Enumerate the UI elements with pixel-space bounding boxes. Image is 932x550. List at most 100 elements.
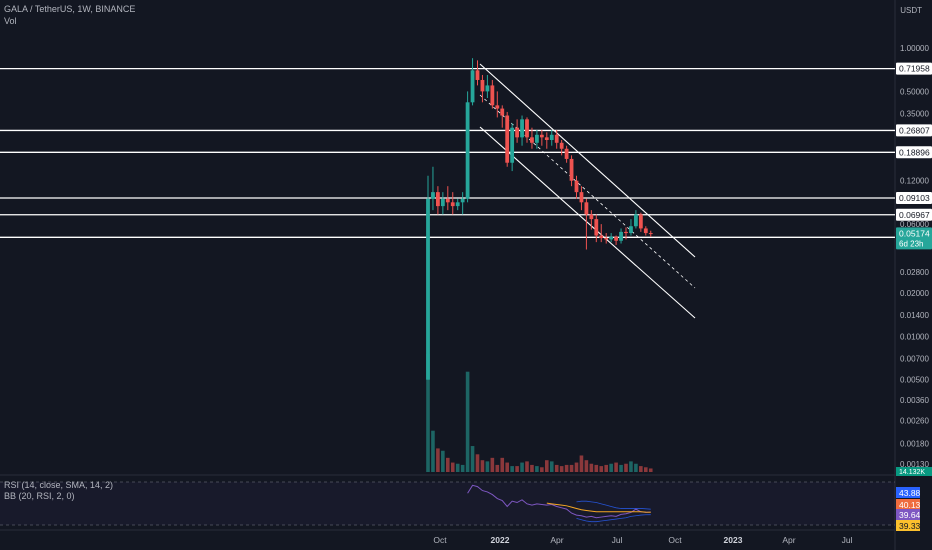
candle-body	[564, 148, 569, 159]
time-tick-label: Apr	[550, 535, 563, 545]
rsi-pane	[467, 484, 651, 523]
candle-body	[470, 70, 475, 103]
candle-body	[579, 192, 584, 203]
volume-bar	[465, 371, 470, 472]
candle-body	[485, 85, 490, 92]
volume-bar	[599, 466, 604, 472]
time-tick-label: Jul	[612, 535, 623, 545]
volume-bar	[559, 466, 564, 472]
price-tick-label: 0.50000	[900, 87, 929, 96]
volume-legend[interactable]: Vol	[4, 16, 17, 26]
level-price-tag[interactable]	[896, 146, 932, 159]
candles	[426, 58, 653, 380]
volume-bar	[584, 460, 589, 472]
candle-body	[465, 102, 470, 199]
price-tick-label: 0.35000	[900, 110, 929, 119]
candle-body	[426, 198, 430, 380]
candle-body	[634, 214, 638, 227]
symbol-legend[interactable]: GALA / TetherUS, 1W, BINANCE	[4, 4, 136, 14]
level-price-tag[interactable]	[896, 124, 932, 137]
bb-legend[interactable]: BB (20, RSI, 2, 0)	[4, 491, 75, 501]
candle-body	[505, 115, 510, 163]
volume-bars	[426, 354, 653, 472]
volume-bar	[549, 461, 554, 472]
volume-bar	[530, 464, 534, 472]
volume-bar	[436, 448, 440, 472]
candle-body	[549, 134, 554, 141]
rsi-value-label: 39.64	[899, 510, 921, 520]
candle-body	[648, 233, 653, 235]
rsi-value-tag	[896, 509, 920, 520]
volume-bar	[426, 354, 430, 472]
candle-body	[604, 238, 609, 240]
volume-bar	[609, 463, 613, 472]
level-price-tag-label: 0.18896	[899, 147, 930, 157]
candle-body	[455, 202, 460, 207]
volume-bar	[480, 460, 485, 472]
level-price-tag[interactable]	[896, 208, 932, 221]
volume-bar	[431, 430, 435, 472]
candle-body	[525, 119, 529, 138]
candle-body	[500, 108, 505, 116]
level-price-tag-label: 0.06967	[899, 210, 930, 220]
candle-body	[520, 119, 524, 138]
volume-bar	[629, 461, 633, 472]
time-tick-label: 2022	[491, 535, 510, 545]
price-tick-label: 0.00130	[900, 460, 929, 469]
level-price-tag[interactable]	[896, 62, 932, 75]
volume-bar	[446, 457, 450, 472]
volume-bar	[579, 455, 584, 472]
candle-body	[609, 236, 614, 240]
candle-body	[440, 198, 445, 207]
time-tick-label: Apr	[782, 535, 795, 545]
volume-bar	[500, 457, 505, 472]
parallel-channel-drawing[interactable]	[479, 63, 696, 319]
candle-body	[589, 214, 594, 220]
rsi-value-label: 43.88	[899, 488, 921, 498]
volume-bar	[460, 464, 465, 472]
volume-value-tag	[896, 467, 932, 476]
candle-body	[515, 127, 519, 138]
candle-body	[445, 198, 450, 203]
candle-body	[450, 202, 455, 207]
candle-body	[629, 226, 633, 234]
candle-body	[544, 137, 549, 141]
level-price-tag[interactable]	[896, 192, 932, 205]
channel-upper-line[interactable]	[479, 63, 696, 258]
volume-value-label: 14.132K	[899, 469, 925, 476]
volume-bar	[614, 462, 618, 472]
candle-body	[530, 137, 534, 143]
volume-bar	[495, 464, 500, 472]
volume-bar	[604, 464, 608, 472]
level-price-tag-label: 0.26807	[899, 125, 930, 135]
candle-body	[495, 105, 500, 109]
candle-body	[480, 79, 485, 92]
volume-bar	[619, 464, 623, 472]
price-tick-label: 0.00700	[900, 355, 929, 364]
volume-bar	[455, 463, 460, 472]
candle-body	[510, 127, 515, 163]
candle-body	[490, 85, 495, 106]
rsi-line	[467, 484, 651, 519]
price-tick-label: 0.01400	[900, 311, 929, 320]
candle-body	[614, 236, 618, 241]
candle-body	[559, 142, 564, 149]
candle-body	[584, 202, 589, 215]
rsi-value-tag	[896, 499, 920, 510]
volume-bar	[470, 446, 475, 472]
candle-body	[599, 235, 604, 239]
channel-lower-line[interactable]	[479, 126, 696, 319]
volume-bar	[520, 462, 524, 472]
price-tick-label: 0.02000	[900, 289, 929, 298]
candle-body	[431, 192, 435, 199]
volume-bar	[490, 457, 495, 472]
current-price-tag[interactable]	[896, 227, 932, 250]
current-price-label: 0.05174	[899, 228, 930, 238]
volume-bar	[594, 464, 599, 472]
volume-bar	[510, 466, 514, 472]
rsi-legend[interactable]: RSI (14, close, SMA, 14, 2)	[4, 480, 114, 490]
volume-bar	[505, 462, 509, 472]
price-tick-label: 0.06000	[900, 220, 929, 229]
channel-median-line[interactable]	[479, 94, 696, 289]
